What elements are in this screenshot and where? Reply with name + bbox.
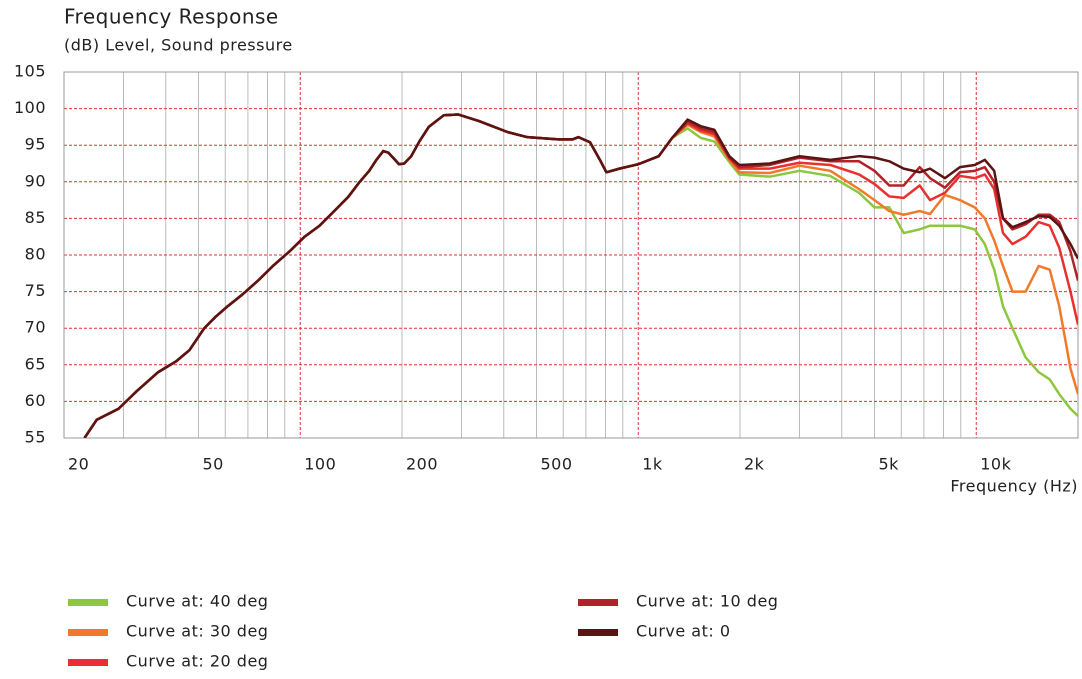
legend-swatch <box>68 599 108 606</box>
legend-label: Curve at: 0 <box>636 622 731 641</box>
y-tick-label: 75 <box>25 281 46 300</box>
y-tick-label: 90 <box>25 171 46 190</box>
chart-title: Frequency Response <box>64 5 279 29</box>
x-tick-label: 50 <box>203 455 224 474</box>
y-tick-label: 55 <box>25 428 46 447</box>
x-tick-label: 500 <box>541 455 573 474</box>
legend-swatch <box>578 599 618 606</box>
x-tick-label: 100 <box>304 455 336 474</box>
x-tick-label: 1k <box>642 455 663 474</box>
y-tick-label: 105 <box>14 62 46 81</box>
curve <box>83 113 1078 438</box>
y-tick-label: 85 <box>25 208 46 227</box>
legend-swatch <box>578 629 618 636</box>
y-tick-label: 100 <box>14 98 46 117</box>
x-tick-label: 200 <box>406 455 438 474</box>
y-tick-label: 80 <box>25 245 46 264</box>
x-tick-label: 10k <box>980 455 1011 474</box>
legend-swatch <box>68 659 108 666</box>
curve <box>83 113 1078 438</box>
curve <box>83 113 1078 438</box>
legend-label: Curve at: 30 deg <box>126 622 268 641</box>
curve <box>83 113 1078 438</box>
plot-frame <box>63 71 1079 439</box>
y-tick-label: 65 <box>25 354 46 373</box>
x-tick-label: 5k <box>879 455 900 474</box>
legend-label: Curve at: 20 deg <box>126 652 268 671</box>
chart-subtitle: (dB) Level, Sound pressure <box>64 36 293 55</box>
curve <box>83 113 1078 438</box>
legend-label: Curve at: 40 deg <box>126 592 268 611</box>
legend-swatch <box>68 629 108 636</box>
legend-label: Curve at: 10 deg <box>636 592 778 611</box>
y-tick-label: 95 <box>25 135 46 154</box>
y-tick-label: 70 <box>25 318 46 337</box>
x-tick-label: 20 <box>68 455 89 474</box>
x-tick-label: 2k <box>744 455 765 474</box>
x-axis-label: Frequency (Hz) <box>950 477 1078 496</box>
y-tick-label: 60 <box>25 391 46 410</box>
